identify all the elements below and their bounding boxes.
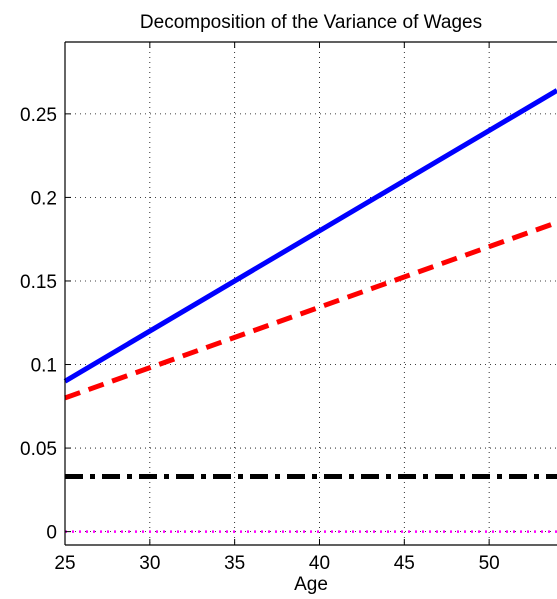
x-tick-label: 50 [479, 553, 500, 574]
x-tick-label: 45 [394, 553, 415, 574]
x-axis-label: Age [294, 574, 328, 595]
x-tick-label: 30 [139, 553, 160, 574]
x-tick-label: 25 [54, 553, 75, 574]
series-line-2-dashed [64, 220, 557, 401]
x-tick-label: 35 [224, 553, 245, 574]
axes-layer [64, 41, 557, 546]
y-tick-label: 0.15 [20, 272, 57, 293]
grid-layer [65, 42, 557, 545]
y-tick-label: 0.05 [20, 439, 57, 460]
y-tick-label: 0.1 [31, 356, 57, 377]
y-tick-label: 0.2 [31, 188, 57, 209]
y-tick-label: 0 [46, 523, 57, 544]
series-line-1-solid [63, 88, 557, 384]
labels-layer: 25 30 35 40 45 50 0 0.05 0.1 0.15 0.2 0.25 Decomposi… [20, 12, 500, 595]
chart-title: Decomposition of the Variance of Wages [140, 12, 482, 33]
y-tick-label: 0.25 [20, 105, 57, 126]
x-tick-label: 40 [309, 553, 330, 574]
series-layer [63, 88, 557, 533]
